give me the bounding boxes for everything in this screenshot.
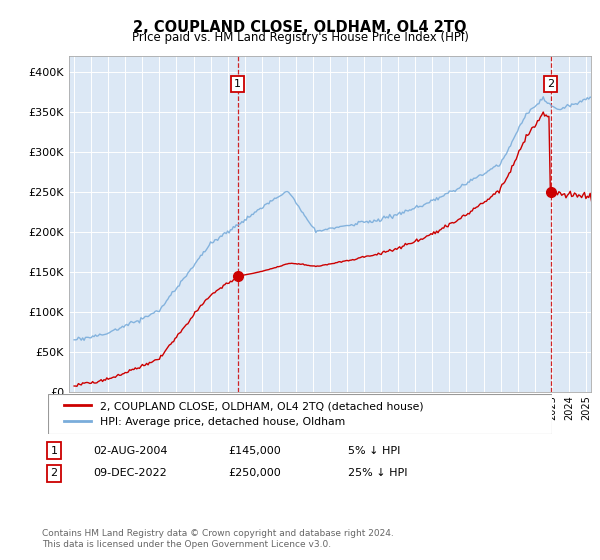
Text: £145,000: £145,000 — [228, 446, 281, 456]
Text: Contains HM Land Registry data © Crown copyright and database right 2024.
This d: Contains HM Land Registry data © Crown c… — [42, 529, 394, 549]
Text: 5% ↓ HPI: 5% ↓ HPI — [348, 446, 400, 456]
Text: 1: 1 — [50, 446, 58, 456]
Legend: 2, COUPLAND CLOSE, OLDHAM, OL4 2TQ (detached house), HPI: Average price, detache: 2, COUPLAND CLOSE, OLDHAM, OL4 2TQ (deta… — [58, 396, 428, 432]
Text: 2: 2 — [50, 468, 58, 478]
Text: £250,000: £250,000 — [228, 468, 281, 478]
Text: 02-AUG-2004: 02-AUG-2004 — [93, 446, 167, 456]
Text: 1: 1 — [234, 79, 241, 89]
Text: 2, COUPLAND CLOSE, OLDHAM, OL4 2TQ: 2, COUPLAND CLOSE, OLDHAM, OL4 2TQ — [133, 20, 467, 35]
Text: 25% ↓ HPI: 25% ↓ HPI — [348, 468, 407, 478]
Text: Price paid vs. HM Land Registry's House Price Index (HPI): Price paid vs. HM Land Registry's House … — [131, 31, 469, 44]
FancyBboxPatch shape — [48, 394, 552, 434]
Text: 2: 2 — [547, 79, 554, 89]
Text: 09-DEC-2022: 09-DEC-2022 — [93, 468, 167, 478]
